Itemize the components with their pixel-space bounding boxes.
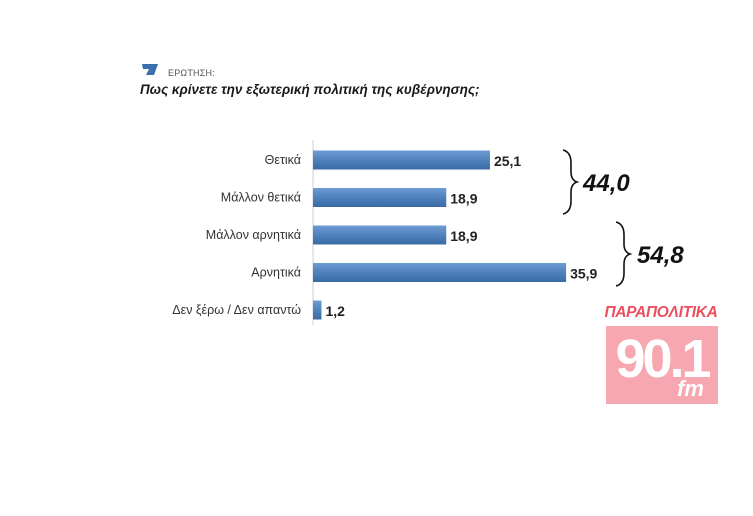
category-label: Θετικά: [265, 153, 301, 167]
category-label: Δεν ξέρω / Δεν απαντώ: [172, 303, 301, 317]
value-label: 18,9: [450, 228, 477, 244]
category-label: Μάλλον θετικά: [221, 191, 301, 205]
value-label: 35,9: [570, 266, 597, 282]
question-icon: [142, 64, 158, 75]
group-total-label: 54,8: [637, 242, 684, 269]
question-title: Πως κρίνετε την εξωτερική πολιτική της κ…: [140, 82, 480, 97]
group-brace: [615, 221, 633, 287]
logo-badge: 90.1 fm: [606, 326, 718, 404]
group-brace: [562, 149, 580, 215]
bar-5: [313, 300, 322, 320]
group-total-label: 44,0: [582, 170, 630, 197]
question-label: ΕΡΩΤΗΣΗ:: [168, 68, 215, 78]
category-label: Μάλλον αρνητικά: [206, 228, 301, 242]
value-label: 18,9: [450, 191, 477, 207]
logo-top-text: ΠΑΡΑΠΟΛΙΤΙΚΑ: [604, 304, 718, 321]
logo-suffix: fm: [677, 376, 704, 401]
bar-2: [313, 188, 447, 207]
value-label: 25,1: [494, 153, 521, 169]
category-label: Αρνητικά: [251, 266, 301, 280]
logo-number: 90.1: [615, 329, 711, 389]
value-label: 1,2: [325, 303, 345, 319]
radio-logo: ΠΑΡΑΠΟΛΙΤΙΚΑ 90.1 fm: [602, 304, 720, 410]
bar-1: [313, 150, 490, 170]
bar-4: [313, 263, 567, 282]
bar-3: [313, 225, 447, 245]
